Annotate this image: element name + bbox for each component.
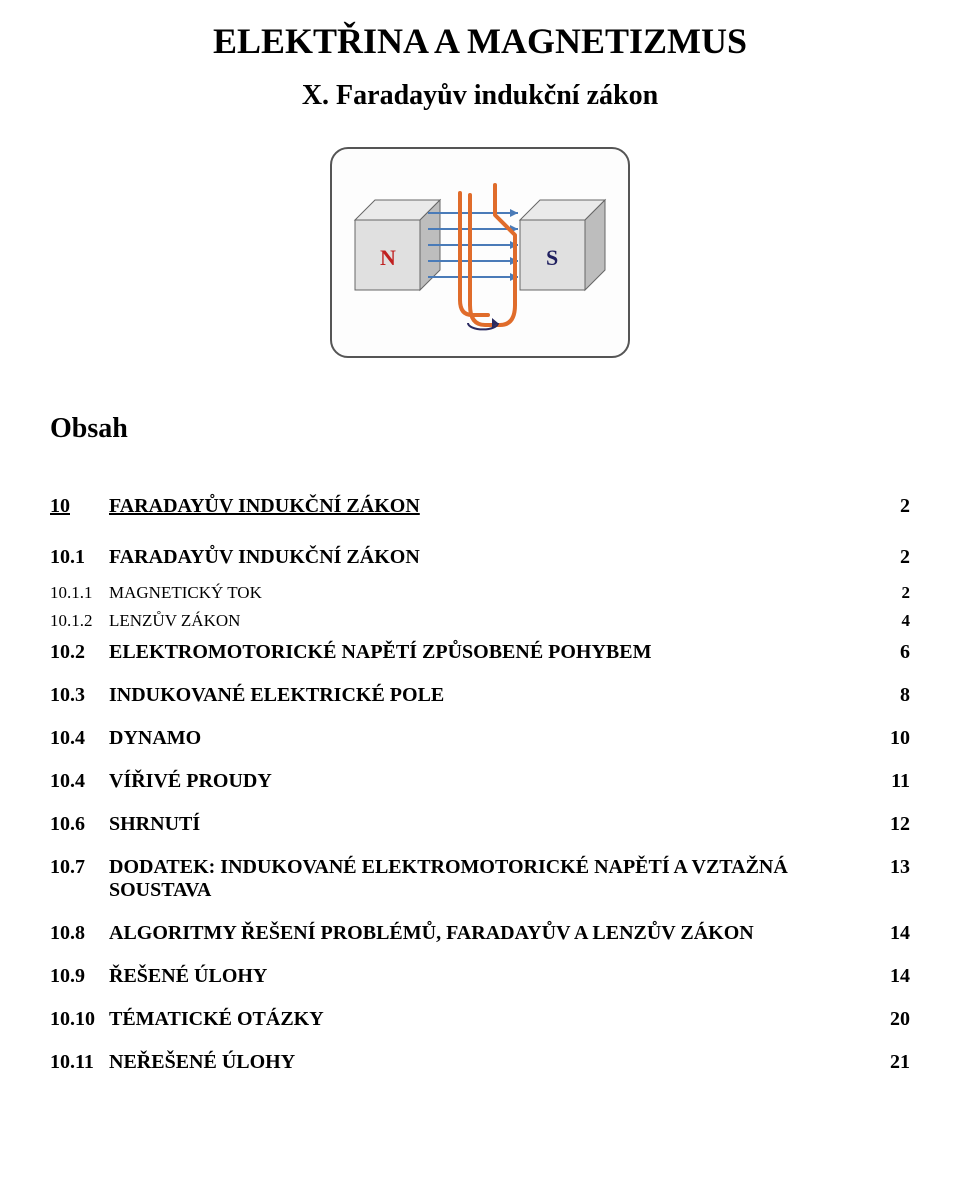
- toc-entry-number: 10.11: [50, 1041, 109, 1084]
- toc-entry-page: 4: [870, 607, 910, 635]
- toc-entry-label: VÍŘIVÉ PROUDY: [109, 760, 870, 803]
- toc-entry-label: TÉMATICKÉ OTÁZKY: [109, 998, 870, 1041]
- toc-entry-label: FARADAYŮV INDUKČNÍ ZÁKON: [109, 495, 870, 536]
- toc-row: 10.8ALGORITMY ŘEŠENÍ PROBLÉMŮ, FARADAYŮV…: [50, 912, 910, 955]
- toc-entry-label: MAGNETICKÝ TOK: [109, 579, 870, 607]
- svg-text:N: N: [380, 245, 396, 270]
- toc-row: 10.6SHRNUTÍ12: [50, 803, 910, 846]
- toc-entry-number: 10.4: [50, 760, 109, 803]
- toc-entry-page: 20: [870, 998, 910, 1041]
- toc-entry-number: 10.10: [50, 998, 109, 1041]
- toc-entry-page: 21: [870, 1041, 910, 1084]
- toc-row: 10.9ŘEŠENÉ ÚLOHY14: [50, 955, 910, 998]
- toc-entry-number: 10.7: [50, 846, 109, 912]
- toc-row: 10.1.1MAGNETICKÝ TOK2: [50, 579, 910, 607]
- toc-entry-label: INDUKOVANÉ ELEKTRICKÉ POLE: [109, 674, 870, 717]
- contents-heading: Obsah: [50, 413, 910, 445]
- document-title: ELEKTŘINA A MAGNETIZMUS: [50, 20, 910, 62]
- toc-row: 10.1FARADAYŮV INDUKČNÍ ZÁKON2: [50, 536, 910, 579]
- toc-row: 10.3INDUKOVANÉ ELEKTRICKÉ POLE8: [50, 674, 910, 717]
- toc-entry-page: 2: [870, 495, 910, 536]
- toc-entry-label: ALGORITMY ŘEŠENÍ PROBLÉMŮ, FARADAYŮV A L…: [109, 912, 870, 955]
- toc-entry-number: 10.1.1: [50, 579, 109, 607]
- toc-entry-label: DODATEK: INDUKOVANÉ ELEKTROMOTORICKÉ NAP…: [109, 846, 870, 912]
- toc-entry-label: NEŘEŠENÉ ÚLOHY: [109, 1041, 870, 1084]
- toc-entry-page: 2: [870, 536, 910, 579]
- toc-row: 10.4DYNAMO10: [50, 717, 910, 760]
- toc-row: 10.7DODATEK: INDUKOVANÉ ELEKTROMOTORICKÉ…: [50, 846, 910, 912]
- toc-row: 10.2ELEKTROMOTORICKÉ NAPĚTÍ ZPŮSOBENÉ PO…: [50, 635, 910, 674]
- toc-entry-number: 10.2: [50, 635, 109, 674]
- toc-entry-page: 12: [870, 803, 910, 846]
- figure-container: NS: [50, 147, 910, 358]
- toc-row: 10.10TÉMATICKÉ OTÁZKY20: [50, 998, 910, 1041]
- toc-entry-page: 14: [870, 912, 910, 955]
- toc-row: 10.11NEŘEŠENÉ ÚLOHY21: [50, 1041, 910, 1084]
- toc-entry-page: 6: [870, 635, 910, 674]
- toc-entry-page: 11: [870, 760, 910, 803]
- toc-entry-page: 14: [870, 955, 910, 998]
- toc-entry-number: 10.9: [50, 955, 109, 998]
- toc-row: 10.1.2LENZŮV ZÁKON4: [50, 607, 910, 635]
- toc-entry-number: 10.6: [50, 803, 109, 846]
- toc-entry-page: 2: [870, 579, 910, 607]
- toc-entry-page: 8: [870, 674, 910, 717]
- toc-entry-number: 10.8: [50, 912, 109, 955]
- faraday-figure: NS: [350, 165, 610, 335]
- toc-entry-label: ELEKTROMOTORICKÉ NAPĚTÍ ZPŮSOBENÉ POHYBE…: [109, 635, 870, 674]
- toc-entry-number: 10.1.2: [50, 607, 109, 635]
- toc-entry-label: DYNAMO: [109, 717, 870, 760]
- toc-row: 10.4VÍŘIVÉ PROUDY11: [50, 760, 910, 803]
- toc-entry-number: 10.4: [50, 717, 109, 760]
- toc-entry-number: 10.3: [50, 674, 109, 717]
- figure-frame: NS: [330, 147, 630, 358]
- toc-entry-label: ŘEŠENÉ ÚLOHY: [109, 955, 870, 998]
- toc-entry-label: FARADAYŮV INDUKČNÍ ZÁKON: [109, 536, 870, 579]
- toc-row: 10FARADAYŮV INDUKČNÍ ZÁKON2: [50, 495, 910, 536]
- toc-entry-page: 13: [870, 846, 910, 912]
- table-of-contents: 10FARADAYŮV INDUKČNÍ ZÁKON210.1FARADAYŮV…: [50, 495, 910, 1084]
- toc-entry-label: SHRNUTÍ: [109, 803, 870, 846]
- toc-entry-number: 10.1: [50, 536, 109, 579]
- toc-entry-label: LENZŮV ZÁKON: [109, 607, 870, 635]
- toc-entry-number: 10: [50, 495, 109, 536]
- document-subtitle: X. Faradayův indukční zákon: [50, 80, 910, 112]
- toc-entry-page: 10: [870, 717, 910, 760]
- svg-text:S: S: [546, 245, 558, 270]
